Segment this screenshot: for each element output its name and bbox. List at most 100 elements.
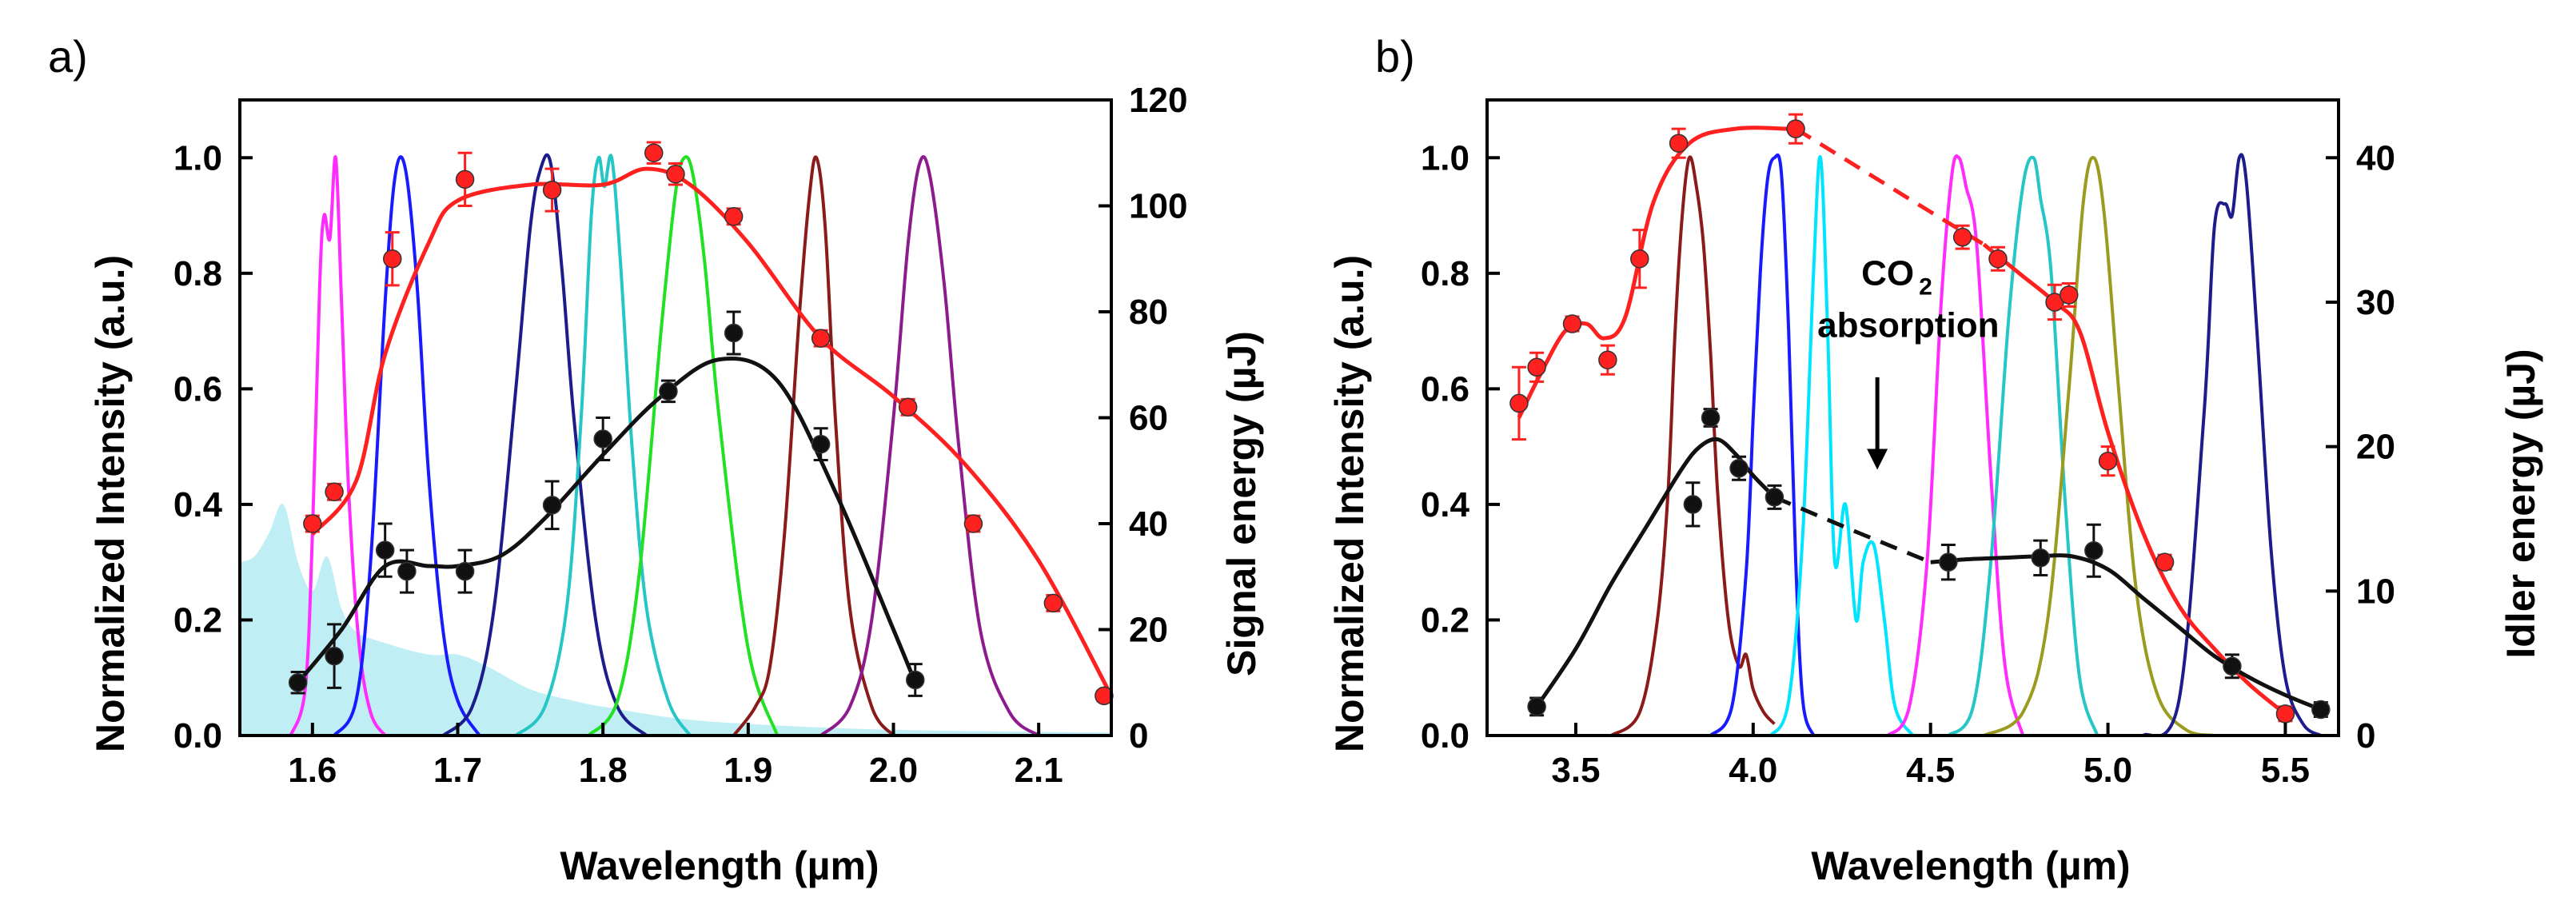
panel-a-y2-tick-label: 120 xyxy=(1129,81,1187,120)
panel-b-series-black-point xyxy=(1527,697,1546,716)
panel-a-y-tick-label: 0.4 xyxy=(173,485,223,524)
panel-a-series-red-point xyxy=(325,482,344,501)
panel-b-series-red-point xyxy=(1669,134,1689,153)
panel-b-annotation-co2: CO xyxy=(1861,253,1914,293)
panel-b-series-red-point xyxy=(1952,227,1972,247)
panel-b-spectrum-5 xyxy=(1947,155,2099,736)
panel-b-series-black-point xyxy=(2311,700,2331,720)
panel-a-spectrum-7 xyxy=(819,155,1040,736)
panel-b-series-red-point xyxy=(2275,704,2295,724)
panel-b-series-red-point xyxy=(1988,249,2008,269)
panel-a-spectrum-3 xyxy=(441,153,648,736)
panel-b-series-red-fit-line xyxy=(1517,126,1798,419)
panel-b-series-red-point xyxy=(1509,393,1529,413)
panel-a-x-tick-label: 2.1 xyxy=(1015,751,1063,790)
panel-a-shaded-spectrum xyxy=(240,504,1111,736)
panel-a-series-red-fit-line xyxy=(310,166,1111,697)
panel-a-series-black-point xyxy=(906,670,925,690)
panel-a-x-tick-label: 1.6 xyxy=(288,751,337,790)
panel-a-series-black-point xyxy=(455,561,475,581)
panel-b-spectrum-7 xyxy=(2142,153,2322,736)
panel-b-series-black-point xyxy=(2223,656,2242,676)
panel-a-spectrum-6 xyxy=(732,155,895,736)
panel-a-spectrum-5 xyxy=(587,155,780,736)
panel-a-chart: a) Normalized Intensity (a.u.) Signal en… xyxy=(48,31,1264,888)
panel-a-series-red-point xyxy=(1043,593,1063,613)
panel-b-y2-tick-label: 0 xyxy=(2356,716,2375,756)
panel-b-x-tick-label: 4.5 xyxy=(1906,751,1955,790)
panel-b-y-tick-label: 0.4 xyxy=(1421,485,1470,524)
panel-b-series-red-point xyxy=(1598,350,1617,369)
panel-a-y2-tick-label: 0 xyxy=(1129,716,1148,756)
panel-a-plot-area xyxy=(240,153,1111,736)
panel-b-x-tick-label: 4.0 xyxy=(1729,751,1777,790)
panel-a-x-tick-label: 1.8 xyxy=(579,751,628,790)
panel-b-plot-frame xyxy=(1485,98,2340,737)
panel-b-series-red-point xyxy=(1630,249,1649,269)
panel-a-series-black-point xyxy=(397,561,417,581)
panel-a-x-axis-label: Wavelength (µm) xyxy=(560,843,879,888)
panel-b-spectrum-1 xyxy=(1610,155,1776,736)
panel-a-series-red-point xyxy=(666,165,685,184)
panel-a-series-red-point xyxy=(963,514,983,533)
panel-b-annotation-absorption: absorption xyxy=(1817,305,1999,345)
panel-b-series-red-point xyxy=(2155,552,2175,572)
panel-a-y-axis-label: Normalized Intensity (a.u.) xyxy=(88,255,133,752)
panel-a-y2-tick-label: 60 xyxy=(1129,399,1168,438)
panel-b-y-tick-label: 1.0 xyxy=(1421,138,1469,177)
panel-a-label: a) xyxy=(48,31,88,82)
panel-b-y-axis-label: Normalized Intensity (a.u.) xyxy=(1327,255,1372,752)
panel-a-series-black-point xyxy=(811,434,831,454)
panel-b-series-black-dashed-line xyxy=(1773,495,1932,564)
panel-b-series-black-fit-line-2 xyxy=(1930,553,2322,712)
panel-b-y2-tick-label: 10 xyxy=(2356,572,2395,611)
panel-b-y2-axis-label: Idler energy (µJ) xyxy=(2498,349,2543,658)
panel-a-y-tick-label: 0.8 xyxy=(173,254,222,293)
panel-a-y2-axis-label: Signal energy (µJ) xyxy=(1219,331,1264,676)
panel-b-x-tick-label: 3.5 xyxy=(1551,751,1600,790)
panel-a-series-black-point xyxy=(542,496,562,515)
panel-b-x-axis-label: Wavelength (µm) xyxy=(1811,843,2130,888)
panel-b-x-tick-label: 5.0 xyxy=(2084,751,2132,790)
panel-a-series-black-point xyxy=(659,381,678,401)
panel-b-y2-tick-label: 30 xyxy=(2356,283,2395,322)
panel-a-series-black-point xyxy=(724,323,744,343)
panel-b-y-tick-label: 0.8 xyxy=(1421,254,1469,293)
panel-a-y-tick-label: 1.0 xyxy=(173,138,222,177)
panel-b-y-tick-label: 0.6 xyxy=(1421,369,1469,409)
panel-b-series-red-dashed-line xyxy=(1794,126,1985,246)
panel-a-series-red-point xyxy=(303,514,322,533)
panel-a-series-black-point xyxy=(593,429,612,449)
panel-b-series-black-point xyxy=(1701,408,1721,428)
panel-b-spectrum-6 xyxy=(1983,156,2215,736)
panel-a-y-tick-label: 0.0 xyxy=(173,716,222,756)
panel-b-series-black-point xyxy=(1683,495,1703,514)
panel-b-series-red-point xyxy=(2098,451,2118,471)
panel-a-x-tick-label: 1.7 xyxy=(433,751,482,790)
panel-a-y2-tick-label: 100 xyxy=(1129,187,1187,226)
panel-a-series-red-point xyxy=(644,143,664,162)
panel-b-annotation-co2-subscript: 2 xyxy=(1919,273,1932,300)
panel-b-series-black-point xyxy=(2084,540,2103,560)
panel-a-series-red-point xyxy=(542,180,562,200)
panel-a-y2-tick-label: 80 xyxy=(1129,293,1168,332)
panel-b-series-red-point xyxy=(1786,119,1805,138)
panel-b-spectrum-2 xyxy=(1709,154,1816,736)
panel-b-series-red-point xyxy=(1527,357,1546,377)
panel-a-y-tick-label: 0.2 xyxy=(173,600,222,640)
panel-a-spectrum-4 xyxy=(514,154,692,736)
panel-b-series-black-point xyxy=(1765,488,1784,507)
panel-b-y-tick-label: 0.0 xyxy=(1421,716,1469,756)
panel-a-series-black-point xyxy=(288,673,308,692)
panel-a-spectrum-2 xyxy=(333,155,481,736)
panel-b-series-black-point xyxy=(2031,548,2050,568)
panel-b-spectrum-4 xyxy=(1886,154,2025,736)
panel-b-y-tick-label: 0.2 xyxy=(1421,600,1469,640)
panel-b-plot-area xyxy=(1517,126,2322,736)
panel-b-x-tick-label: 5.5 xyxy=(2261,751,2310,790)
panel-a-series-black-point xyxy=(375,540,395,560)
panel-a-y-tick-label: 0.6 xyxy=(173,369,222,409)
panel-a-series-red-point xyxy=(811,329,831,348)
panel-b-series-red-point xyxy=(2060,285,2079,305)
